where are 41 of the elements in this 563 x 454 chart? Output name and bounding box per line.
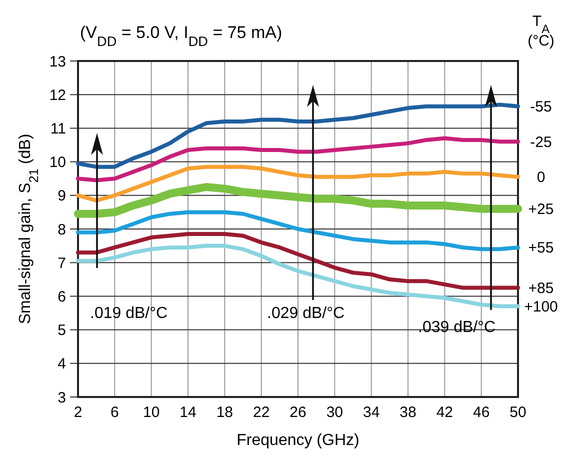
y-tick-label: 9 (58, 188, 66, 205)
line-series (76, 164, 520, 202)
series-label: -25 (530, 134, 552, 151)
annotation: .019 dB/°C (90, 305, 168, 322)
series-label: 0 (536, 169, 546, 186)
y-tick-label: 6 (58, 288, 66, 306)
series-label: +100 (524, 298, 558, 316)
line-series (76, 232, 520, 290)
line-series (76, 102, 520, 169)
line-series (76, 210, 520, 252)
series-label: +55 (528, 240, 554, 257)
x-axis-title: Frequency (GHz) (236, 432, 360, 449)
legend-title: T$_{A}$ (°C) (528, 13, 554, 50)
y-tick-label: 12 (49, 86, 66, 104)
series-label: -55 (530, 98, 552, 116)
x-tick-label: 14 (180, 404, 196, 421)
x-tick-label: 22 (252, 404, 270, 421)
x-tick-label: 6 (110, 404, 119, 421)
x-tick-label: 34 (362, 404, 380, 421)
series-label: +85 (528, 280, 554, 298)
x-tick-label: 2 (74, 404, 82, 421)
x-tick-label: 38 (400, 404, 416, 421)
chart-title: (V$_{DD}$ = 5.0 V, I$_{DD}$ = 75 mA) (80, 23, 282, 48)
x-tick-label: 26 (290, 404, 306, 421)
y-tick-label: 8 (58, 221, 66, 238)
y-tick-label: 4 (58, 356, 66, 373)
y-tick-label: 3 (58, 389, 66, 406)
series-label: +25 (528, 201, 554, 218)
x-tick-label: 50 (510, 404, 526, 421)
x-tick-label: 30 (326, 404, 344, 421)
y-tick-label: 10 (49, 154, 66, 172)
x-tick-label: 42 (436, 404, 454, 421)
y-tick-label: 13 (49, 53, 66, 70)
x-tick-label: 46 (472, 404, 490, 421)
x-tick-label: 18 (216, 404, 234, 421)
y-tick-label: 7 (58, 254, 66, 272)
y-tick-label: 11 (50, 120, 66, 138)
x-tick-label: 10 (142, 404, 160, 421)
annotation: .029 dB/°C (267, 305, 345, 322)
line-series (76, 136, 520, 182)
y-tick-label: 5 (58, 322, 66, 340)
